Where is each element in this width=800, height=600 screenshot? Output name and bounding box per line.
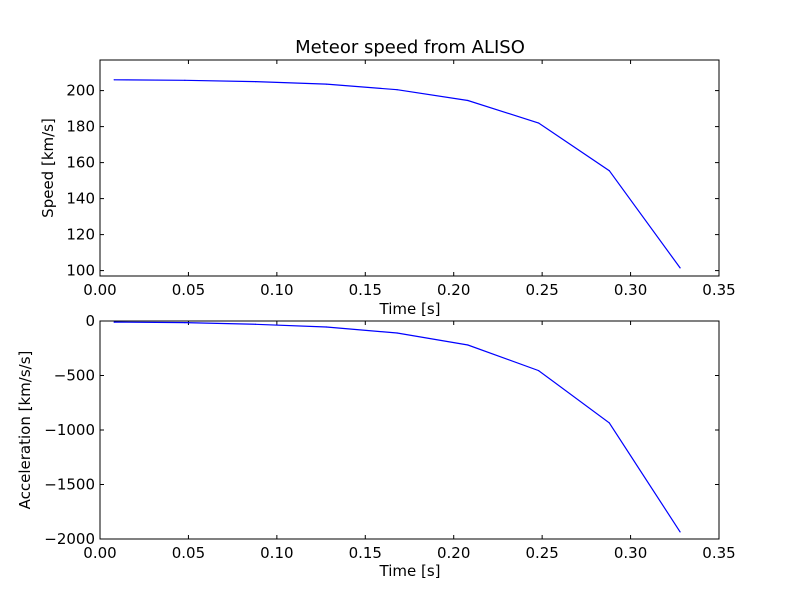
- speed-y-tick-label: 200: [66, 82, 95, 100]
- speed-ticks: [99, 60, 720, 276]
- speed-data-point: [538, 122, 540, 124]
- acceleration-data-point: [184, 322, 186, 324]
- acceleration-x-tick-label: 0.00: [83, 544, 116, 562]
- acceleration-x-tick-label: 0.30: [614, 544, 647, 562]
- acceleration-data-point: [608, 422, 610, 424]
- acceleration-y-tick-label: −1500: [44, 476, 95, 494]
- speed-x-tick-label: 0.10: [260, 281, 293, 299]
- speed-x-tick-label: 0.30: [614, 281, 647, 299]
- acceleration-series-line: [114, 321, 681, 533]
- speed-y-tick-label: 180: [66, 118, 95, 136]
- acceleration-y-tick-label: −2000: [44, 530, 95, 548]
- speed-tick-labels: 0.00 0.05 0.10 0.15 0.20 0.25 0.30 0.35 100 120 14…: [66, 82, 735, 299]
- acceleration-y-tick-label: 0: [85, 312, 95, 330]
- acceleration-data-points: [113, 321, 681, 533]
- acceleration-x-axis-label: Time [s]: [379, 562, 441, 580]
- speed-data-point: [679, 267, 681, 269]
- speed-data-point: [467, 99, 469, 102]
- speed-x-tick-label: 0.05: [172, 281, 205, 299]
- acceleration-data-point: [679, 531, 681, 533]
- acceleration-data-point: [538, 369, 540, 372]
- acceleration-x-tick-label: 0.10: [260, 544, 293, 562]
- acceleration-y-tick-label: −1000: [44, 421, 95, 439]
- acceleration-tick-labels: 0.00 0.05 0.10 0.15 0.20 0.25 0.30 0.35 0 −500 −10…: [44, 312, 735, 562]
- speed-x-tick-label: 0.35: [702, 281, 735, 299]
- speed-x-axis-label: Time [s]: [379, 300, 441, 318]
- speed-data-point: [184, 79, 186, 81]
- acceleration-x-tick-label: 0.25: [525, 544, 558, 562]
- acceleration-x-tick-label: 0.35: [702, 544, 735, 562]
- acceleration-data-point: [396, 332, 398, 334]
- acceleration-y-tick-label: −500: [54, 367, 95, 385]
- acceleration-data-point: [467, 344, 469, 346]
- speed-data-point: [325, 83, 327, 85]
- speed-data-point: [608, 170, 610, 172]
- acceleration-plot-frame: [99, 320, 720, 540]
- chart-title: Meteor speed from ALISO: [295, 37, 525, 58]
- acceleration-y-axis-label: Acceleration [km/s/s]: [16, 351, 34, 510]
- speed-series-line: [114, 79, 681, 269]
- acceleration-ticks: [99, 320, 720, 540]
- speed-data-point: [255, 81, 257, 83]
- acceleration-data-point: [255, 323, 257, 325]
- speed-data-points: [113, 79, 681, 269]
- speed-subplot: Meteor speed from ALISO 0.00 0.05 0.10 0.15…: [39, 37, 736, 318]
- speed-y-tick-label: 160: [66, 154, 95, 172]
- speed-y-tick-label: 100: [66, 262, 95, 280]
- speed-x-tick-label: 0.15: [349, 281, 382, 299]
- acceleration-x-tick-label: 0.05: [172, 544, 205, 562]
- speed-y-tick-label: 120: [66, 226, 95, 244]
- speed-data-point: [113, 79, 115, 81]
- acceleration-x-tick-label: 0.15: [349, 544, 382, 562]
- acceleration-data-point: [113, 321, 115, 323]
- speed-y-axis-label: Speed [km/s]: [39, 118, 57, 218]
- acceleration-data-point: [325, 326, 327, 328]
- speed-x-tick-label: 0.20: [437, 281, 470, 299]
- speed-x-tick-label: 0.25: [525, 281, 558, 299]
- speed-data-point: [396, 89, 398, 91]
- acceleration-subplot: 0.00 0.05 0.10 0.15 0.20 0.25 0.30 0.35 0 −500 −10…: [16, 312, 736, 580]
- speed-plot-frame: [99, 59, 720, 277]
- speed-x-tick-label: 0.00: [83, 281, 116, 299]
- acceleration-x-tick-label: 0.20: [437, 544, 470, 562]
- speed-y-tick-label: 140: [66, 190, 95, 208]
